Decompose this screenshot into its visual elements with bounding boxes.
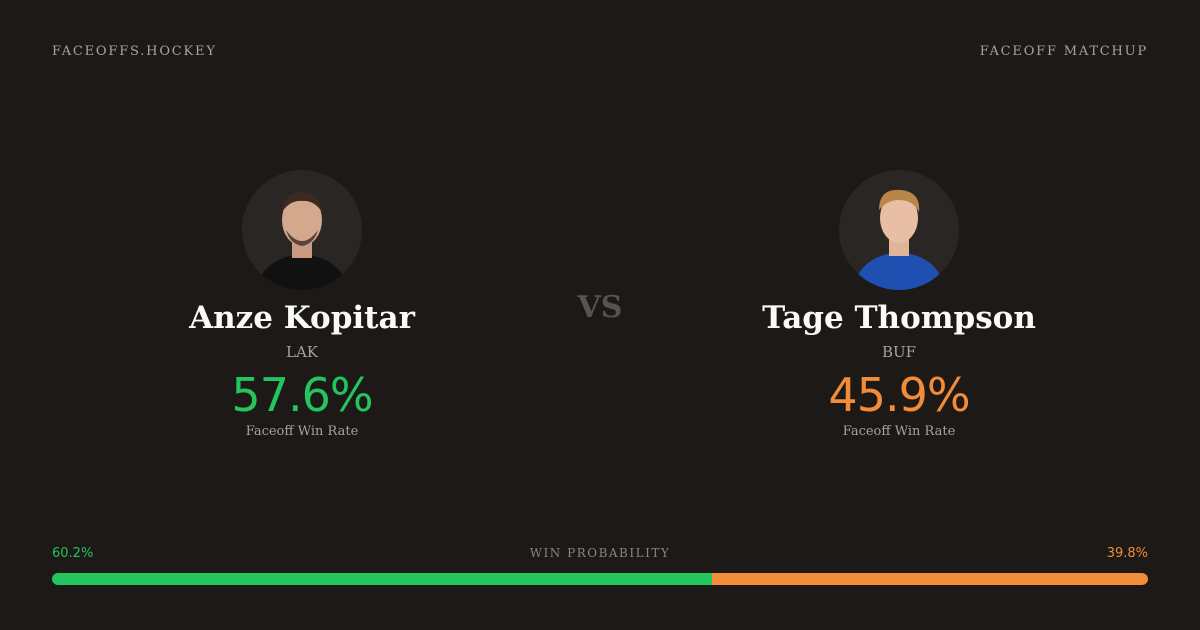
vs-label: VS	[577, 290, 623, 325]
player-name: Tage Thompson	[762, 300, 1036, 336]
player-team: BUF	[881, 343, 917, 361]
probability-segment	[52, 573, 712, 585]
probability-segment	[711, 573, 1148, 585]
player-avatar	[242, 170, 362, 290]
probability-left-label: 60.2%	[52, 546, 94, 561]
win-rate-label: Faceoff Win Rate	[842, 424, 956, 439]
win-rate: 45.9%	[828, 368, 970, 422]
probability-right-label: 39.8%	[1106, 546, 1148, 561]
card-label: FACEOFF MATCHUP	[979, 44, 1148, 59]
brand: FACEOFFS.HOCKEY	[52, 44, 217, 59]
player-team: LAK	[286, 343, 318, 361]
probability-title: WIN PROBABILITY	[529, 546, 671, 560]
win-rate-label: Faceoff Win Rate	[245, 424, 359, 439]
player-name: Anze Kopitar	[189, 300, 415, 336]
player-card: Anze Kopitar LAK 57.6% Faceoff Win Rate	[92, 170, 512, 441]
win-rate: 57.6%	[231, 368, 373, 422]
probability-bar	[52, 573, 1148, 585]
player-card: Tage Thompson BUF 45.9% Faceoff Win Rate	[689, 170, 1109, 441]
player-avatar	[839, 170, 959, 290]
